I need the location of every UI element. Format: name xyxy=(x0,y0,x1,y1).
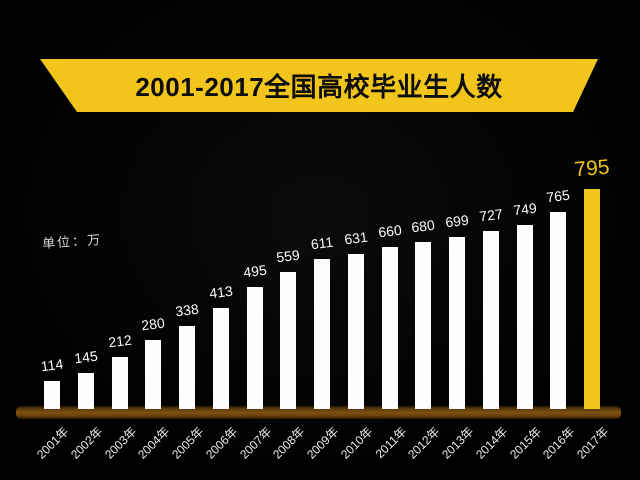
bar-2007年 xyxy=(247,287,263,409)
bar-2017年 xyxy=(584,189,600,409)
page-title: 2001-2017全国高校毕业生人数 xyxy=(135,72,503,102)
bar-2011年 xyxy=(382,247,398,409)
bar-2015年 xyxy=(517,225,533,409)
bar-2010年 xyxy=(348,254,364,409)
bar-2003年 xyxy=(112,357,128,409)
bar-2001年 xyxy=(44,381,60,409)
bar-2009年 xyxy=(314,259,330,409)
bar-2005年 xyxy=(179,326,195,409)
bar-2002年 xyxy=(78,373,94,409)
bar-2013年 xyxy=(449,237,465,409)
title-banner: 2001-2017全国高校毕业生人数 xyxy=(40,59,598,112)
bar-2006年 xyxy=(213,308,229,409)
bar-2014年 xyxy=(483,231,499,409)
bar-2016年 xyxy=(550,212,566,409)
bar-2004年 xyxy=(145,340,161,409)
x-axis-baseline xyxy=(16,406,621,419)
bar-value-label: 795 xyxy=(573,155,611,182)
bar-2008年 xyxy=(280,272,296,409)
bar-2012年 xyxy=(415,242,431,409)
